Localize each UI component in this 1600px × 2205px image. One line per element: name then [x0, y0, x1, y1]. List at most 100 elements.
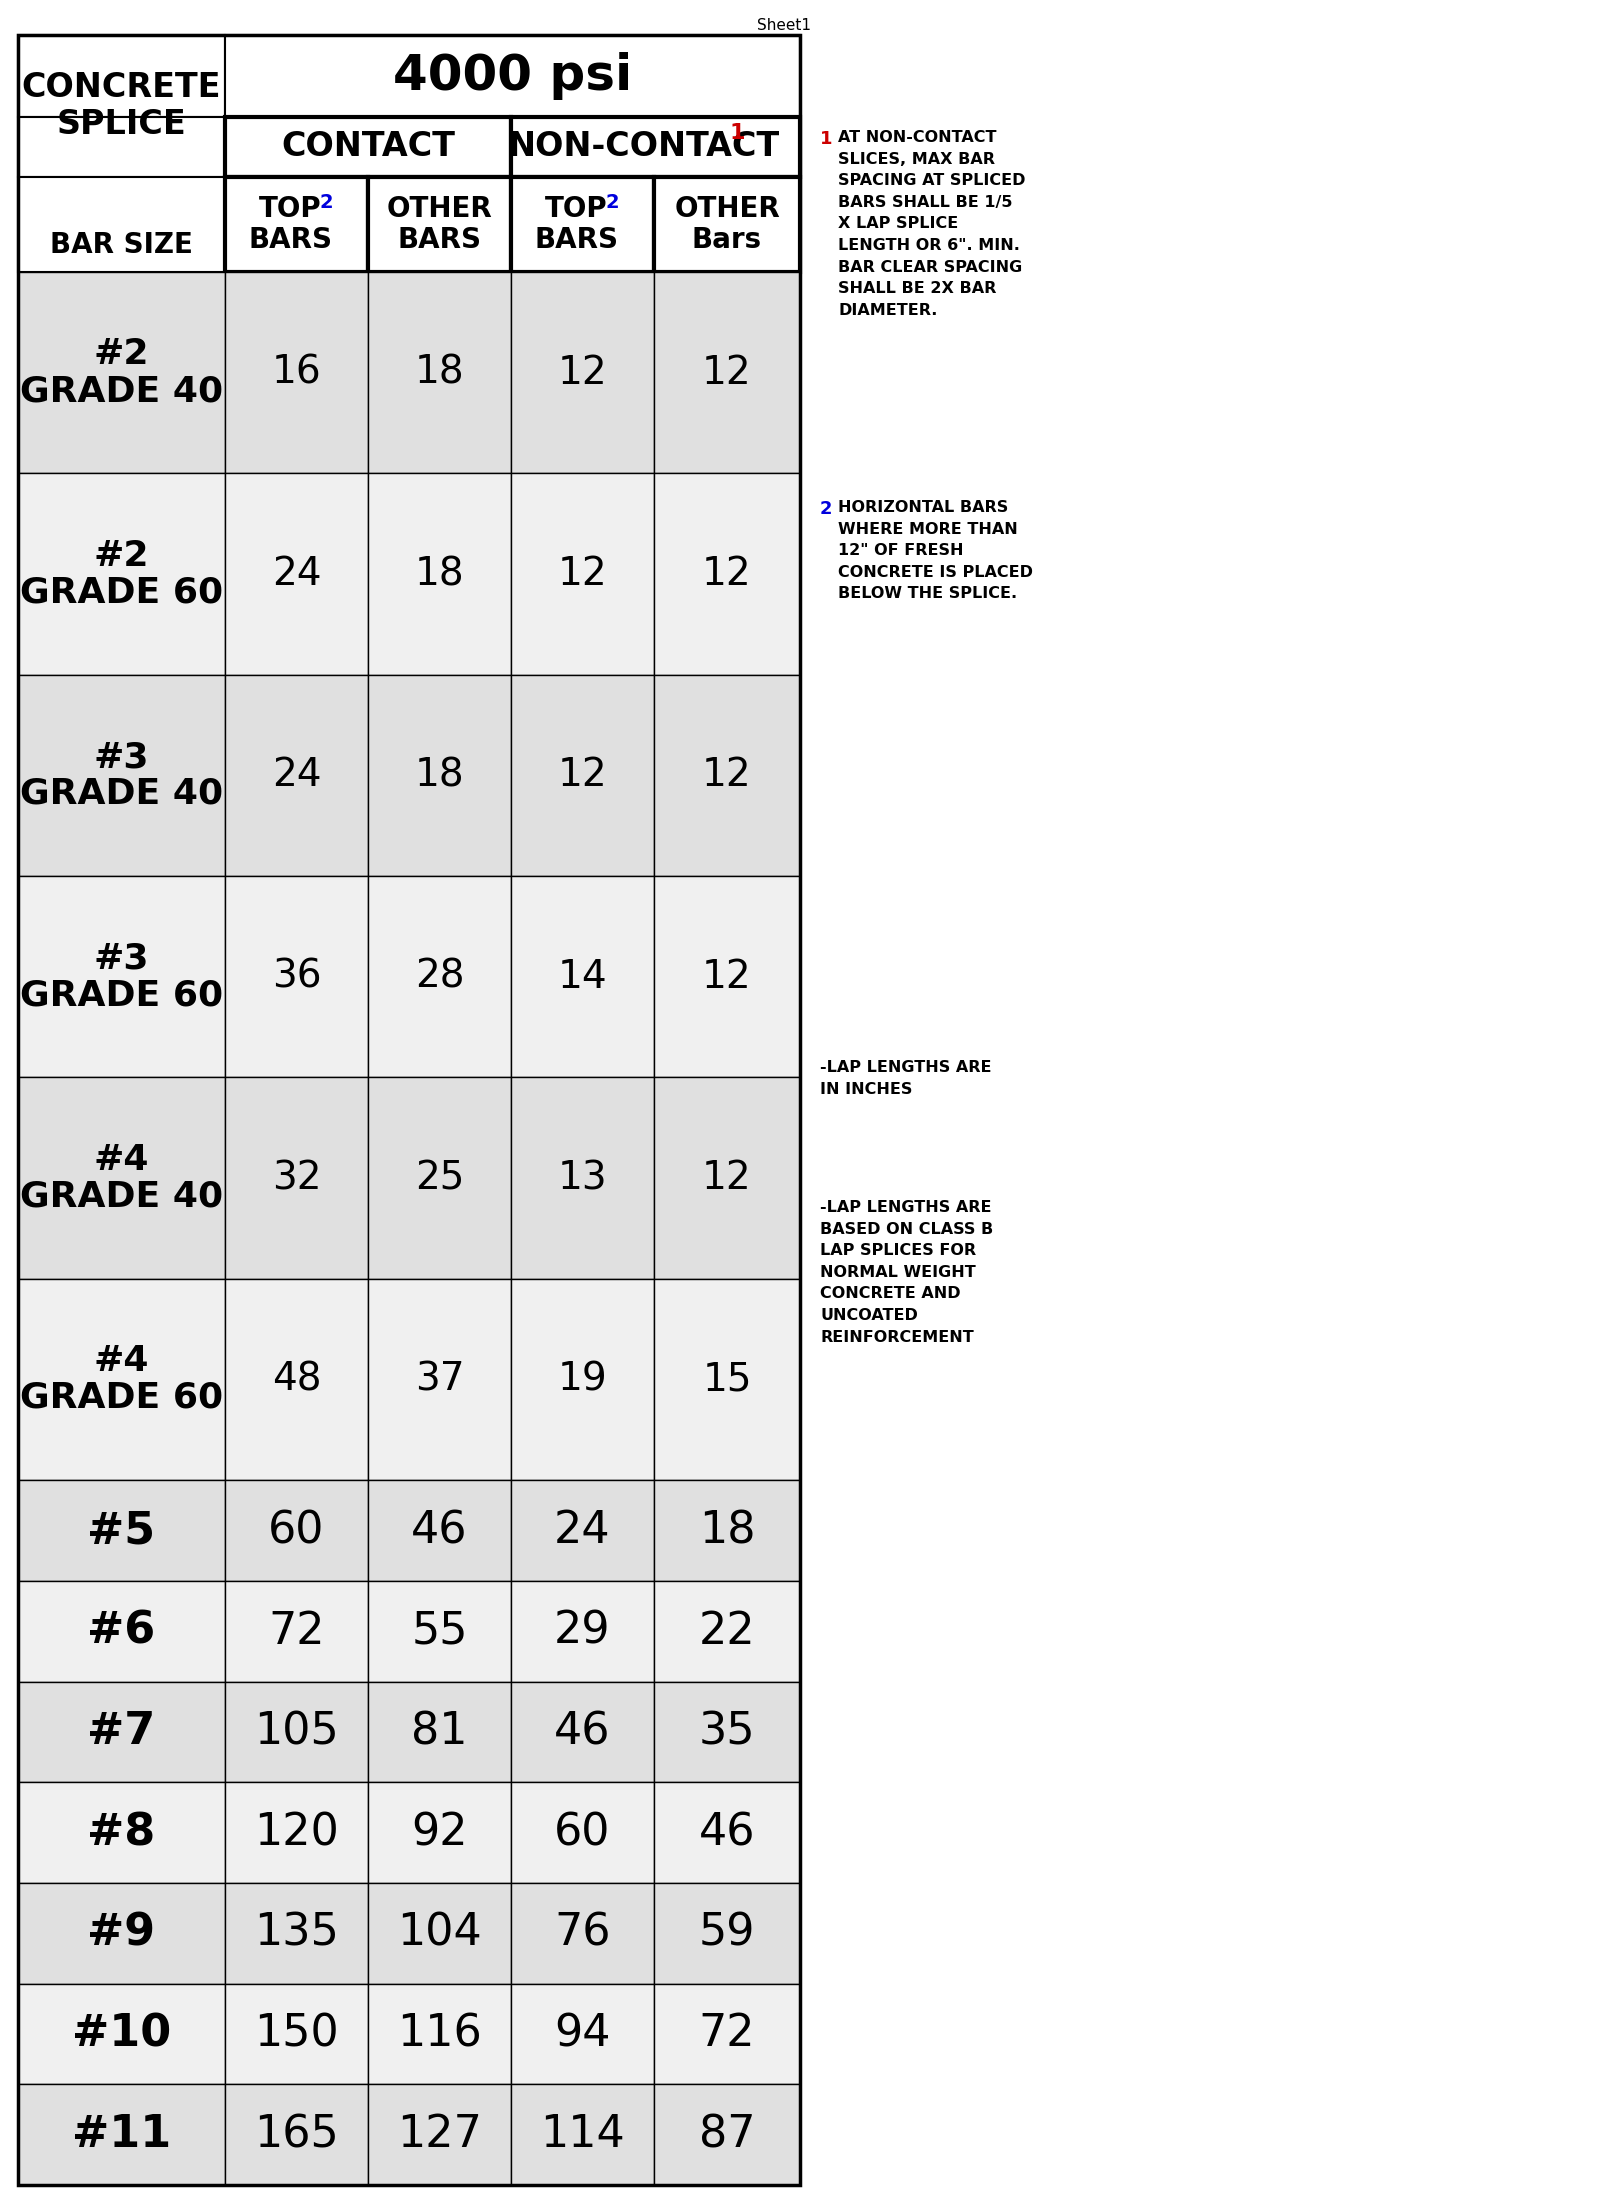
Text: 12: 12	[558, 756, 608, 794]
Bar	[654, 1078, 800, 1279]
Bar	[18, 875, 226, 1078]
Bar	[368, 1078, 510, 1279]
Bar	[18, 1279, 226, 1480]
Bar	[18, 1782, 226, 1883]
Text: 18: 18	[414, 556, 464, 593]
Text: 1: 1	[730, 123, 746, 143]
Bar	[18, 1984, 226, 2084]
Bar	[510, 2084, 654, 2185]
Bar	[226, 1581, 368, 1682]
Text: 2: 2	[606, 194, 619, 212]
Text: CONCRETE
SPLICE: CONCRETE SPLICE	[22, 71, 221, 141]
Bar	[510, 1883, 654, 1984]
Bar	[18, 35, 800, 2185]
Text: 46: 46	[699, 1810, 755, 1854]
Text: 18: 18	[414, 756, 464, 794]
Text: 24: 24	[272, 756, 322, 794]
Text: AT NON-CONTACT
SLICES, MAX BAR
SPACING AT SPLICED
BARS SHALL BE 1/5
X LAP SPLICE: AT NON-CONTACT SLICES, MAX BAR SPACING A…	[838, 130, 1026, 318]
Bar	[368, 1782, 510, 1883]
Text: 72: 72	[269, 1610, 325, 1654]
Text: 29: 29	[554, 1610, 611, 1654]
Text: 32: 32	[272, 1160, 322, 1197]
Text: 60: 60	[269, 1508, 325, 1552]
Text: #2
GRADE 60: #2 GRADE 60	[19, 538, 222, 609]
Bar	[510, 675, 654, 875]
Bar	[510, 117, 800, 176]
Text: HORIZONTAL BARS
WHERE MORE THAN
12" OF FRESH
CONCRETE IS PLACED
BELOW THE SPLICE: HORIZONTAL BARS WHERE MORE THAN 12" OF F…	[838, 501, 1034, 602]
Bar	[368, 1984, 510, 2084]
Text: NON-CONTACT: NON-CONTACT	[507, 130, 779, 163]
Bar	[226, 35, 800, 117]
Text: 28: 28	[414, 957, 464, 997]
Text: #5: #5	[88, 1508, 155, 1552]
Bar	[18, 117, 226, 176]
Bar	[368, 1279, 510, 1480]
Bar	[510, 176, 654, 271]
Bar	[18, 675, 226, 875]
Bar	[226, 1279, 368, 1480]
Bar	[510, 1480, 654, 1581]
Text: 15: 15	[702, 1360, 752, 1398]
Text: 104: 104	[397, 1912, 482, 1956]
Text: 87: 87	[699, 2112, 755, 2156]
Text: 165: 165	[254, 2112, 339, 2156]
Text: Sheet1: Sheet1	[757, 18, 811, 33]
Bar	[510, 1984, 654, 2084]
Bar	[226, 1480, 368, 1581]
Text: 12: 12	[702, 756, 752, 794]
Bar	[18, 1883, 226, 1984]
Bar	[654, 875, 800, 1078]
Bar	[226, 474, 368, 675]
Bar	[368, 1883, 510, 1984]
Text: 92: 92	[411, 1810, 467, 1854]
Text: CONTACT: CONTACT	[282, 130, 454, 163]
Bar	[654, 675, 800, 875]
Text: #4
GRADE 40: #4 GRADE 40	[19, 1142, 222, 1213]
Bar	[18, 474, 226, 675]
Bar	[510, 1581, 654, 1682]
Text: 81: 81	[411, 1711, 467, 1753]
Text: 18: 18	[699, 1508, 755, 1552]
Text: 59: 59	[699, 1912, 755, 1956]
Text: #6: #6	[88, 1610, 155, 1654]
Bar	[18, 1682, 226, 1782]
Bar	[368, 271, 510, 474]
Bar	[226, 117, 510, 176]
Text: 105: 105	[254, 1711, 339, 1753]
Bar	[368, 875, 510, 1078]
Bar	[510, 1078, 654, 1279]
Bar	[654, 1782, 800, 1883]
Bar	[654, 1279, 800, 1480]
Text: #10: #10	[72, 2013, 171, 2055]
Text: 25: 25	[414, 1160, 464, 1197]
Text: -LAP LENGTHS ARE
BASED ON CLASS B
LAP SPLICES FOR
NORMAL WEIGHT
CONCRETE AND
UNC: -LAP LENGTHS ARE BASED ON CLASS B LAP SP…	[819, 1200, 994, 1345]
Text: 12: 12	[702, 353, 752, 392]
Bar	[654, 1581, 800, 1682]
Bar	[510, 875, 654, 1078]
Bar	[654, 176, 800, 271]
Text: 72: 72	[699, 2013, 755, 2055]
Text: TOP
BARS: TOP BARS	[248, 196, 333, 254]
Text: 24: 24	[272, 556, 322, 593]
Bar	[368, 2084, 510, 2185]
Bar	[18, 1581, 226, 1682]
Text: 60: 60	[554, 1810, 611, 1854]
Text: 120: 120	[254, 1810, 339, 1854]
Bar	[368, 1480, 510, 1581]
Text: 12: 12	[702, 957, 752, 997]
Text: 46: 46	[554, 1711, 611, 1753]
Bar	[654, 1984, 800, 2084]
Text: 2: 2	[819, 501, 832, 518]
Text: TOP
BARS: TOP BARS	[534, 196, 619, 254]
Text: 12: 12	[558, 556, 608, 593]
Text: #3
GRADE 60: #3 GRADE 60	[19, 942, 222, 1012]
Bar	[654, 2084, 800, 2185]
Bar	[368, 675, 510, 875]
Bar	[226, 1984, 368, 2084]
Bar	[226, 1883, 368, 1984]
Bar	[18, 271, 226, 474]
Text: -LAP LENGTHS ARE
IN INCHES: -LAP LENGTHS ARE IN INCHES	[819, 1061, 992, 1096]
Text: 12: 12	[702, 556, 752, 593]
Bar	[18, 1078, 226, 1279]
Bar	[654, 1682, 800, 1782]
